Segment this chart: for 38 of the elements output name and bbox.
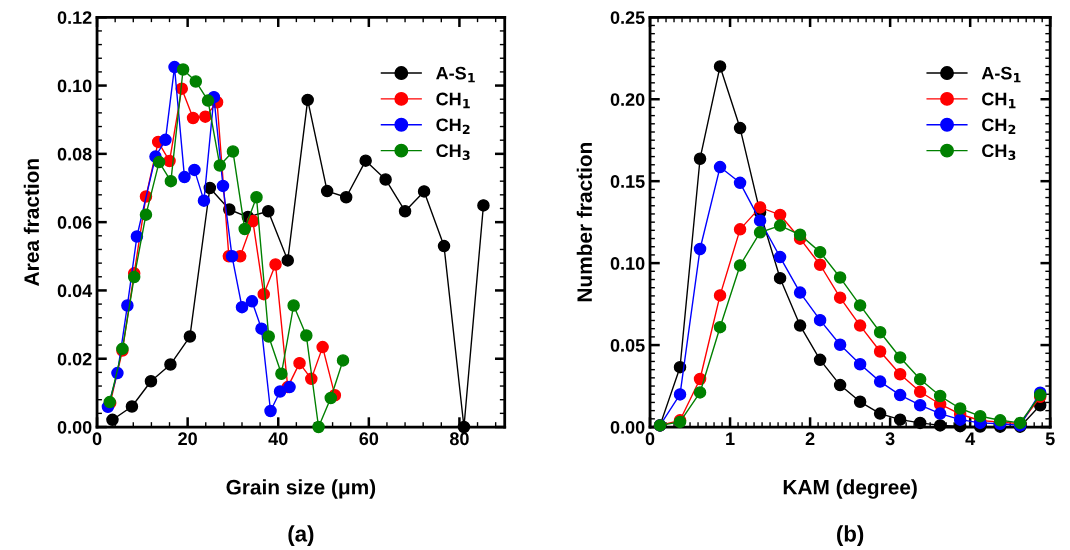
y-tick-label: 0.15 [610,175,645,188]
y-tick-label: 0.08 [57,147,92,161]
x-tick-label: 40 [268,432,288,446]
text: (a) [288,525,314,547]
y-tick-label: 0.10 [57,79,92,93]
y-tick-label: 0.12 [57,11,92,24]
x-tick-label: 0 [645,432,655,446]
x-axis-title: Grain size (μm) [226,479,376,499]
y-tick-label: 0.10 [610,257,645,270]
y-tick-label: 0.00 [57,420,92,434]
legend-label: CH$_{2}$ [982,118,1016,135]
x-tick-label: 2 [805,432,815,445]
legend-label: CH$_{1}$ [982,92,1016,109]
y-tick-label: 0.25 [610,11,645,24]
x-axis-title: KAM (degree) [783,479,917,499]
legend-label: CH$_{3}$ [436,144,470,161]
y-tick-label: 0.05 [610,339,645,352]
y-axis-title: Area fraction [23,159,40,286]
x-tick-label: 20 [178,432,197,446]
y-tick-label: 0.02 [57,352,92,366]
x-tick-label: 5 [1045,432,1055,446]
legend-label: CH$_{1}$ [436,92,470,109]
legend-label: A-S$_{1}$ [981,66,1021,83]
x-tick-label: 3 [885,432,895,446]
x-tick-label: 1 [726,432,735,445]
x-tick-label: 80 [449,432,469,446]
text: (b) [837,525,864,547]
x-tick-label: 4 [965,432,976,445]
legend-label: CH$_{3}$ [982,144,1016,161]
y-tick-label: 0.04 [57,284,93,298]
legend-label: A-S$_{1}$ [436,66,475,83]
legend-label: CH$_{2}$ [436,118,470,135]
y-tick-label: 0.06 [57,216,92,229]
x-tick-label: 0 [92,432,102,446]
x-tick-label: 60 [359,432,379,446]
y-axis-title: Number fraction [576,142,593,302]
y-tick-label: 0.20 [610,93,645,106]
y-tick-label: 0.00 [610,420,645,434]
